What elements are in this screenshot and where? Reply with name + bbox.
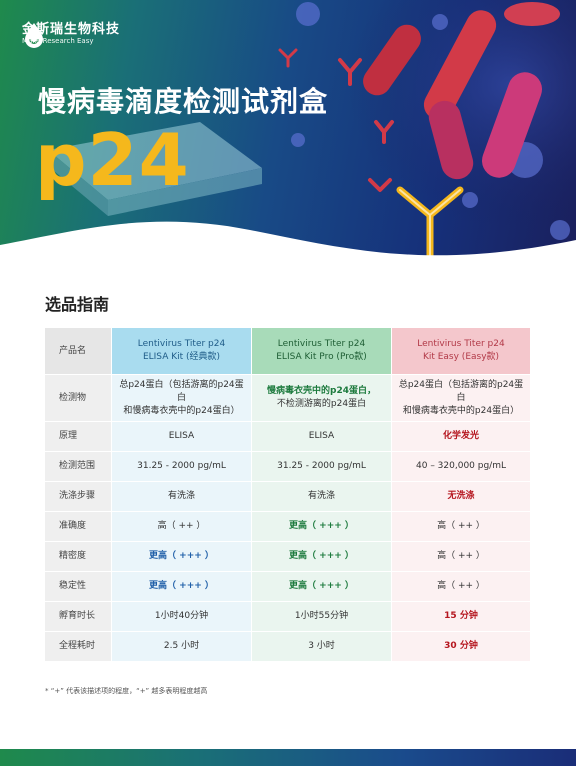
table-cell: 高（ ++ ） xyxy=(392,542,531,572)
table-header-row: 产品名 Lentivirus Titer p24 ELISA Kit (经典款) … xyxy=(45,328,531,375)
table-cell: 化学发光 xyxy=(392,422,531,452)
droplet-logo-icon xyxy=(25,23,43,48)
table-row: 稳定性 更高（ +++ ） 更高（ +++ ） 高（ ++ ） xyxy=(45,572,531,602)
header-label: 产品名 xyxy=(45,328,112,375)
table-cell: 40 – 320,000 pg/mL xyxy=(392,452,531,482)
table-row: 准确度 高（ ++ ） 更高（ +++ ） 高（ ++ ） xyxy=(45,512,531,542)
bottom-gradient-bar xyxy=(0,749,576,766)
row-label: 全程耗时 xyxy=(45,632,112,662)
table-cell: 31.25 - 2000 pg/mL xyxy=(252,452,392,482)
row-label: 精密度 xyxy=(45,542,112,572)
footnote: * “+” 代表该描述项的程度，“+” 越多表明程度越高 xyxy=(45,687,208,695)
table-cell: 总p24蛋白（包括游离的p24蛋白 和慢病毒衣壳中的p24蛋白） xyxy=(392,375,531,422)
brand-name: 金斯瑞生物科技 xyxy=(22,22,121,37)
hero-illustration xyxy=(0,0,576,285)
brand-logo: 金斯瑞生物科技 Make Research Easy xyxy=(22,22,121,48)
row-label: 准确度 xyxy=(45,512,112,542)
row-label: 检测范围 xyxy=(45,452,112,482)
table-cell: 3 小时 xyxy=(252,632,392,662)
row-label: 原理 xyxy=(45,422,112,452)
table-row: 精密度 更高（ +++ ） 更高（ +++ ） 高（ ++ ） xyxy=(45,542,531,572)
antibody-graphic xyxy=(278,48,464,266)
table-row: 检测物 总p24蛋白（包括游离的p24蛋白 和慢病毒衣壳中的p24蛋白） 慢病毒衣… xyxy=(45,375,531,422)
table-cell: 1小时40分钟 xyxy=(112,602,252,632)
table-cell: 15 分钟 xyxy=(392,602,531,632)
table-cell: 高（ ++ ） xyxy=(392,512,531,542)
microplate-graphic xyxy=(48,122,262,216)
table-cell: 高（ ++ ） xyxy=(112,512,252,542)
table-row: 洗涤步骤 有洗涤 有洗涤 无洗涤 xyxy=(45,482,531,512)
table-cell: 高（ ++ ） xyxy=(392,572,531,602)
table-cell: 31.25 - 2000 pg/mL xyxy=(112,452,252,482)
table-cell: 更高（ +++ ） xyxy=(112,542,252,572)
table-cell: 更高（ +++ ） xyxy=(112,572,252,602)
table-row: 孵育时长 1小时40分钟 1小时55分钟 15 分钟 xyxy=(45,602,531,632)
table-row: 检测范围 31.25 - 2000 pg/mL 31.25 - 2000 pg/… xyxy=(45,452,531,482)
section-title: 选品指南 xyxy=(45,295,110,314)
table-cell: 更高（ +++ ） xyxy=(252,542,392,572)
bacteria-rods xyxy=(363,2,560,180)
table-cell: 慢病毒衣壳中的p24蛋白， 不检测游离的p24蛋白 xyxy=(252,375,392,422)
table-cell: 有洗涤 xyxy=(252,482,392,512)
table-row: 原理 ELISA ELISA 化学发光 xyxy=(45,422,531,452)
row-label: 洗涤步骤 xyxy=(45,482,112,512)
table-cell: 30 分钟 xyxy=(392,632,531,662)
row-label: 检测物 xyxy=(45,375,112,422)
table-cell: 更高（ +++ ） xyxy=(252,512,392,542)
product-easy: Lentivirus Titer p24 Kit Easy (Easy款) xyxy=(392,328,531,375)
table-cell: 无洗涤 xyxy=(392,482,531,512)
row-label: 稳定性 xyxy=(45,572,112,602)
hero-banner: 金斯瑞生物科技 Make Research Easy 慢病毒滴度检测试剂盒 p2… xyxy=(0,0,576,285)
product-code: p24 xyxy=(35,118,190,202)
page-title: 慢病毒滴度检测试剂盒 xyxy=(38,85,329,118)
brand-tagline: Make Research Easy xyxy=(22,37,94,45)
product-classic: Lentivirus Titer p24 ELISA Kit (经典款) xyxy=(112,328,252,375)
table-cell: 有洗涤 xyxy=(112,482,252,512)
comparison-table: 产品名 Lentivirus Titer p24 ELISA Kit (经典款) … xyxy=(45,328,531,662)
table-cell: ELISA xyxy=(252,422,392,452)
table-cell: 更高（ +++ ） xyxy=(252,572,392,602)
table-cell: 2.5 小时 xyxy=(112,632,252,662)
table-cell: 总p24蛋白（包括游离的p24蛋白 和慢病毒衣壳中的p24蛋白） xyxy=(112,375,252,422)
table-row: 全程耗时 2.5 小时 3 小时 30 分钟 xyxy=(45,632,531,662)
table-cell: ELISA xyxy=(112,422,252,452)
product-pro: Lentivirus Titer p24 ELISA Kit Pro (Pro款) xyxy=(252,328,392,375)
table-cell: 1小时55分钟 xyxy=(252,602,392,632)
row-label: 孵育时长 xyxy=(45,602,112,632)
